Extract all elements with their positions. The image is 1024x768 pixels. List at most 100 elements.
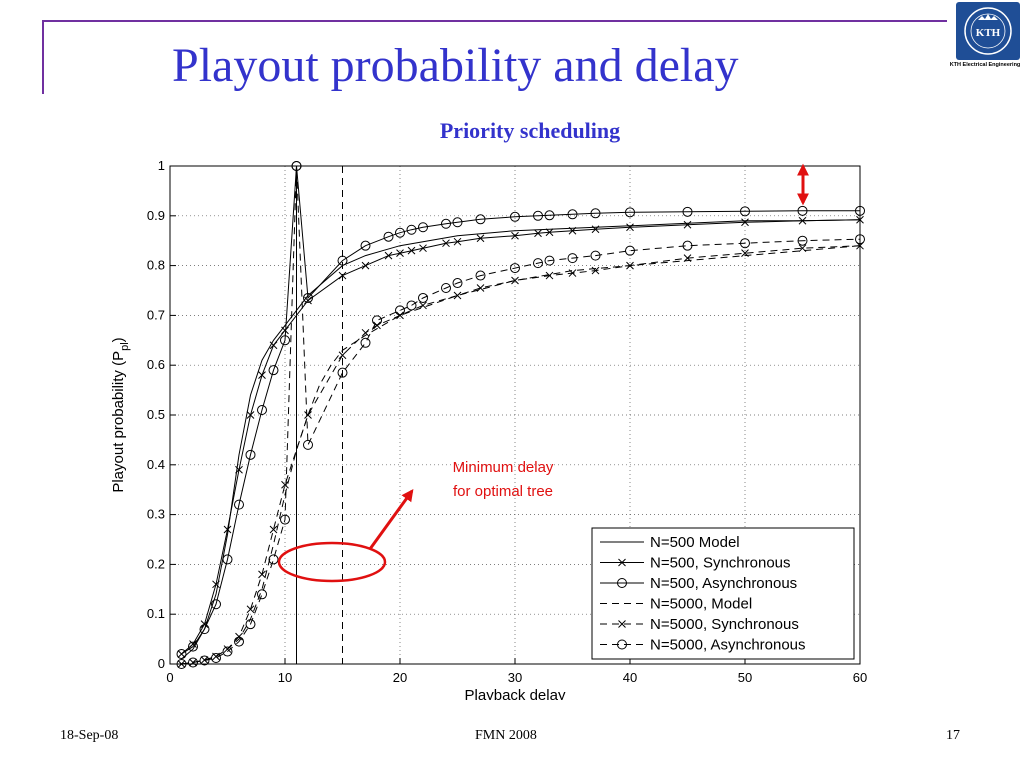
x-marker (338, 271, 347, 280)
y-axis-label: Playout probability (Ppl) (110, 337, 131, 492)
legend-label: N=5000, Synchronous (650, 616, 799, 633)
circle-marker (544, 255, 555, 266)
y-tick-label: 0 (158, 656, 165, 671)
playout-chart: 0 10 20 30 40 50 60 0 0.1 0.2 0.3 0.4 0.5 0.6 0.7 0.8 0.… (110, 158, 867, 700)
x-marker (545, 228, 554, 237)
circle-marker (360, 337, 371, 348)
circle-marker (617, 639, 627, 650)
circle-marker (268, 365, 279, 376)
logo-text: KTH (976, 27, 1001, 39)
title-frame-left (42, 20, 44, 94)
x-marker (258, 371, 266, 380)
x-marker (281, 326, 289, 335)
circle-marker (395, 227, 405, 238)
x-tick-label: 40 (623, 670, 637, 685)
x-marker (453, 237, 462, 246)
x-marker (741, 249, 749, 258)
circle-marker (245, 619, 256, 630)
circle-marker (590, 250, 601, 261)
kth-crest-icon: KTH (964, 7, 1012, 55)
y-tick-label: 0.3 (147, 507, 165, 522)
series-line (181, 165, 860, 655)
x-marker (683, 220, 692, 229)
series-line (181, 219, 861, 655)
series-3 (176, 161, 865, 660)
circle-marker (797, 235, 808, 246)
x-marker (568, 269, 577, 277)
title-frame-top (42, 20, 947, 22)
x-marker (591, 225, 600, 234)
legend-label: N=500, Synchronous (650, 555, 791, 572)
circle-marker (257, 589, 267, 600)
circle-marker (383, 231, 394, 242)
legend: N=500 Model N=500, Synchronous N=500, Asyn… (591, 527, 855, 660)
circle-marker (199, 624, 210, 635)
circle-marker (337, 367, 348, 378)
x-marker (246, 411, 255, 419)
circle-marker (682, 240, 693, 251)
x-marker (419, 244, 427, 253)
circle-marker (303, 292, 313, 303)
circle-marker (360, 240, 371, 251)
circle-marker (406, 224, 417, 235)
x-marker (361, 261, 370, 270)
x-marker (384, 251, 393, 260)
circle-marker (222, 554, 233, 565)
x-marker (568, 226, 577, 235)
x-marker (177, 650, 186, 658)
series-layer (176, 161, 865, 669)
circle-marker (533, 210, 543, 221)
series-line (181, 219, 861, 660)
y-tick-label: 0.4 (147, 457, 165, 472)
x-marker (189, 640, 197, 648)
circle-marker (510, 263, 520, 274)
circle-marker (234, 499, 244, 510)
circle-marker (211, 653, 221, 664)
circle-marker (280, 335, 290, 346)
footer-center: FMN 2008 (475, 728, 537, 743)
legend-label: N=5000, Asynchronous (650, 637, 806, 654)
annotation-line-1: Minimum delay (453, 459, 554, 476)
x-axis-label: Playback delay (465, 687, 566, 700)
x-marker (281, 480, 289, 489)
circle-marker (199, 655, 210, 666)
logo-caption: KTH Electrical Engineering (949, 62, 1021, 68)
x-tick-label: 10 (278, 670, 292, 685)
circle-marker (567, 209, 578, 220)
x-marker (798, 216, 807, 225)
circle-marker (740, 238, 750, 249)
series-6 (176, 161, 865, 669)
x-marker (246, 605, 255, 614)
x-marker (511, 276, 519, 285)
circle-marker (567, 253, 578, 264)
x-tick-label: 50 (738, 670, 752, 685)
x-marker (419, 301, 427, 310)
y-tick-label: 0.6 (147, 357, 165, 372)
x-marker (269, 525, 278, 534)
x-marker (407, 246, 416, 255)
x-marker (626, 223, 634, 232)
grid-layer (170, 166, 860, 664)
x-marker (626, 261, 634, 270)
y-tick-label: 0.9 (147, 208, 165, 223)
slide-title: Playout probability and delay (172, 39, 739, 92)
chart-subtitle: Priority scheduling (439, 118, 621, 143)
circle-marker (395, 305, 405, 316)
x-marker (741, 218, 749, 227)
x-marker (534, 229, 542, 238)
annotation-line-2: for optimal tree (453, 483, 553, 500)
x-marker (258, 570, 266, 579)
x-marker (304, 411, 312, 419)
annotation-arrow (368, 489, 414, 550)
y-tick-label: 0.2 (147, 556, 165, 571)
circle-marker (533, 258, 543, 269)
x-marker (361, 328, 370, 337)
x-marker (269, 341, 278, 350)
circle-marker (222, 646, 233, 657)
circle-marker (211, 599, 221, 610)
x-marker (338, 351, 347, 360)
circle-marker (418, 292, 428, 303)
circle-marker (406, 300, 417, 311)
circle-marker (441, 283, 451, 294)
circle-marker (303, 439, 313, 450)
